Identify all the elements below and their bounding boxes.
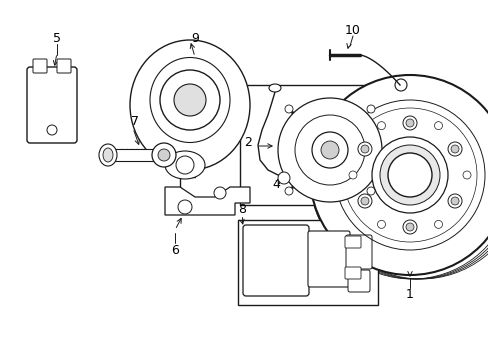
Circle shape <box>357 142 371 156</box>
Circle shape <box>387 153 431 197</box>
Circle shape <box>214 187 225 199</box>
Circle shape <box>176 156 194 174</box>
Ellipse shape <box>99 144 117 166</box>
Circle shape <box>447 194 461 208</box>
Ellipse shape <box>103 148 113 162</box>
Text: 6: 6 <box>171 243 179 256</box>
Ellipse shape <box>130 40 249 170</box>
Text: 3: 3 <box>292 175 300 189</box>
FancyBboxPatch shape <box>345 236 360 248</box>
Circle shape <box>366 187 374 195</box>
Circle shape <box>360 197 368 205</box>
Circle shape <box>405 223 413 231</box>
Circle shape <box>152 143 176 167</box>
Circle shape <box>405 119 413 127</box>
Text: 8: 8 <box>238 203 245 216</box>
FancyBboxPatch shape <box>243 225 308 296</box>
Text: 5: 5 <box>53 31 61 45</box>
Circle shape <box>178 200 192 214</box>
Text: 1: 1 <box>405 288 413 301</box>
Circle shape <box>366 105 374 113</box>
Circle shape <box>158 149 170 161</box>
Circle shape <box>434 220 442 228</box>
Text: 4: 4 <box>271 179 279 192</box>
FancyBboxPatch shape <box>57 59 71 73</box>
Circle shape <box>357 194 371 208</box>
FancyBboxPatch shape <box>307 231 349 287</box>
Circle shape <box>278 98 381 202</box>
FancyBboxPatch shape <box>33 59 47 73</box>
Circle shape <box>379 145 439 205</box>
Circle shape <box>402 220 416 234</box>
FancyBboxPatch shape <box>27 67 77 143</box>
Bar <box>115 149 160 161</box>
Circle shape <box>462 171 470 179</box>
Circle shape <box>450 197 458 205</box>
Text: 7: 7 <box>131 116 139 129</box>
FancyBboxPatch shape <box>346 235 371 269</box>
Text: 9: 9 <box>191 31 199 45</box>
Text: 10: 10 <box>345 23 360 36</box>
Text: 2: 2 <box>244 136 251 149</box>
Circle shape <box>311 132 347 168</box>
Bar <box>240 85 369 205</box>
FancyBboxPatch shape <box>347 270 369 292</box>
Ellipse shape <box>150 58 229 143</box>
Circle shape <box>377 122 385 130</box>
Ellipse shape <box>164 151 204 179</box>
Circle shape <box>47 125 57 135</box>
Polygon shape <box>164 187 249 215</box>
Circle shape <box>447 142 461 156</box>
Circle shape <box>434 122 442 130</box>
Bar <box>238 220 377 305</box>
Circle shape <box>294 115 364 185</box>
Circle shape <box>371 137 447 213</box>
Circle shape <box>320 141 338 159</box>
Circle shape <box>348 171 356 179</box>
Circle shape <box>174 84 205 116</box>
Circle shape <box>309 75 488 275</box>
Circle shape <box>377 220 385 228</box>
FancyBboxPatch shape <box>345 267 360 279</box>
Circle shape <box>285 187 292 195</box>
Circle shape <box>402 116 416 130</box>
Ellipse shape <box>268 84 281 92</box>
Circle shape <box>285 105 292 113</box>
Circle shape <box>278 172 289 184</box>
Circle shape <box>450 145 458 153</box>
Circle shape <box>160 70 220 130</box>
Circle shape <box>360 145 368 153</box>
